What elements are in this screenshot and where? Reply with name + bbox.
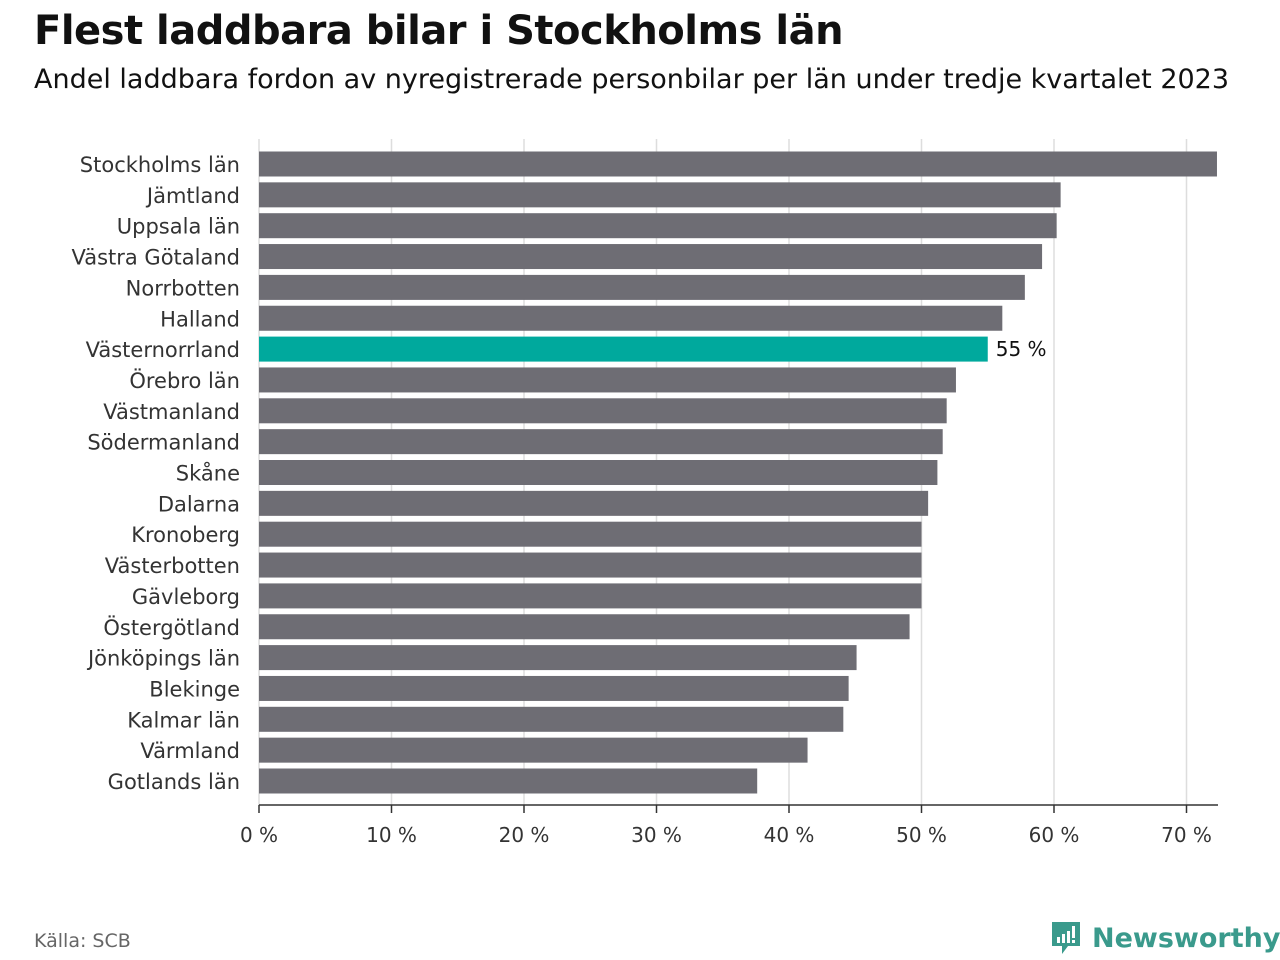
y-category-label: Örebro län — [129, 368, 240, 393]
y-category-label: Östergötland — [103, 615, 240, 640]
y-category-label: Dalarna — [158, 492, 240, 516]
bar — [259, 737, 808, 763]
data-label: 55 % — [996, 337, 1047, 361]
y-category-label: Södermanland — [87, 431, 240, 455]
x-tick-label: 40 % — [764, 823, 815, 847]
brand-name: Newsworthy — [1092, 922, 1280, 954]
y-category-label: Gotlands län — [108, 770, 240, 794]
y-category-label: Halland — [160, 307, 240, 331]
bar — [259, 398, 947, 424]
y-category-label: Blekinge — [149, 677, 240, 701]
bar — [259, 305, 1003, 331]
y-category-label: Värmland — [140, 739, 240, 763]
bar — [259, 429, 943, 455]
y-category-label: Gävleborg — [132, 585, 240, 609]
bar — [259, 552, 922, 578]
y-category-label: Västra Götaland — [71, 246, 240, 270]
bar — [259, 336, 988, 362]
bar — [259, 244, 1043, 270]
bar — [259, 460, 938, 485]
bar — [259, 614, 910, 640]
x-tick-label: 60 % — [1029, 823, 1080, 847]
bar — [259, 213, 1057, 239]
bar — [259, 521, 922, 547]
y-category-label: Västmanland — [103, 400, 240, 424]
bar — [259, 367, 956, 393]
x-tick-label: 70 % — [1161, 823, 1212, 847]
bar — [259, 675, 849, 701]
newsworthy-logo-icon — [1052, 922, 1080, 954]
y-category-label: Västerbotten — [105, 554, 240, 578]
newsworthy-logo: Newsworthy — [1050, 920, 1280, 956]
y-category-label: Norrbotten — [126, 276, 240, 300]
bar-chart: 0 % 10 % 20 % 30 % 40 % 50 % 60 % 70 % Stockholm… — [71, 139, 1218, 847]
y-category-label: Stockholms län — [80, 153, 240, 177]
bar — [259, 706, 844, 732]
bar — [259, 274, 1025, 300]
x-tick-label: 0 % — [240, 823, 278, 847]
source-note: Källa: SCB — [34, 930, 131, 952]
y-category-label: Kalmar län — [127, 708, 240, 732]
x-tick-label: 20 % — [499, 823, 550, 847]
chart-subtitle: Andel laddbara fordon av nyregistrerade … — [34, 64, 1230, 95]
y-category-label: Uppsala län — [117, 215, 240, 239]
y-category-label: Jönköpings län — [86, 647, 240, 671]
bar — [259, 583, 922, 609]
bar — [259, 182, 1061, 208]
bar — [259, 645, 857, 671]
x-tick-label: 50 % — [896, 823, 947, 847]
bar — [259, 768, 758, 794]
bar — [259, 490, 929, 516]
x-tick-label: 30 % — [631, 823, 682, 847]
y-category-label: Jämtland — [145, 184, 240, 208]
x-tick-label: 10 % — [366, 823, 417, 847]
y-category-label: Västernorrland — [86, 338, 240, 362]
bar — [259, 151, 1217, 177]
y-category-label: Kronoberg — [131, 523, 240, 547]
chart-title: Flest laddbara bilar i Stockholms län — [34, 8, 844, 54]
y-category-label: Skåne — [176, 461, 240, 486]
